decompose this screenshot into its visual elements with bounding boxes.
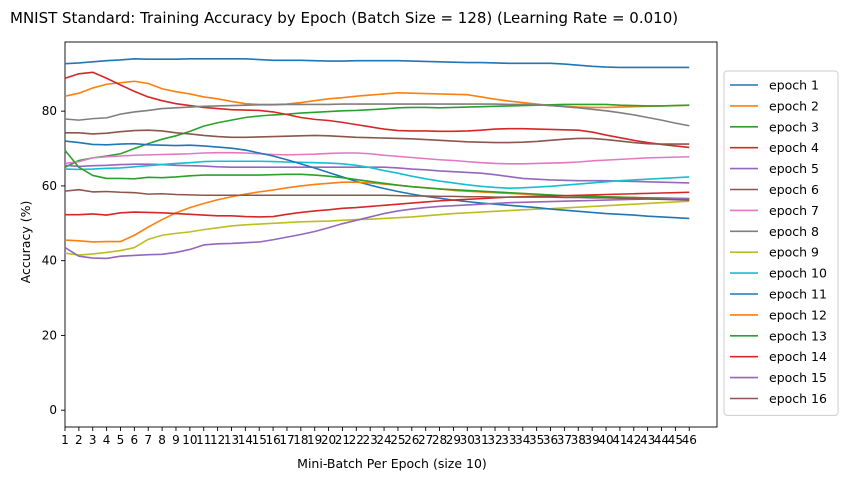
- x-tick-label: 25: [390, 433, 405, 447]
- x-tick-label: 7: [144, 433, 152, 447]
- x-tick-label: 24: [376, 433, 391, 447]
- y-tick-label: 0: [49, 403, 57, 417]
- x-tick-label: 37: [557, 433, 572, 447]
- series-line-epoch-6: [65, 129, 690, 145]
- x-tick-label: 33: [501, 433, 516, 447]
- x-tick-label: 1: [61, 433, 69, 447]
- x-tick-label: 12: [210, 433, 225, 447]
- x-tick-label: 17: [279, 433, 294, 447]
- series-line-epoch-7: [64, 151, 690, 165]
- series-line-epoch-5: [64, 163, 690, 184]
- x-tick-label: 11: [196, 433, 211, 447]
- series-line-epoch-16: [64, 188, 690, 201]
- x-tick-label: 29: [446, 433, 461, 447]
- x-tick-label: 27: [418, 433, 433, 447]
- x-tick-label: 10: [182, 433, 197, 447]
- x-tick-label: 13: [224, 433, 239, 447]
- legend-label: epoch 16: [769, 391, 827, 406]
- x-tick-label: 21: [335, 433, 350, 447]
- y-tick-label: 80: [42, 104, 57, 118]
- legend-label: epoch 15: [769, 370, 827, 385]
- series-line-epoch-1: [64, 58, 690, 69]
- x-tick-label: 35: [529, 433, 544, 447]
- x-tick-label: 32: [487, 433, 502, 447]
- x-tick-label: 16: [265, 433, 280, 447]
- series-lines: [64, 58, 690, 260]
- x-tick-label: 26: [404, 433, 419, 447]
- x-tick-label: 34: [515, 433, 530, 447]
- x-tick-label: 15: [252, 433, 267, 447]
- series-line-epoch-14: [65, 191, 690, 218]
- series-line-epoch-15: [64, 197, 690, 260]
- legend-label: epoch 12: [769, 307, 827, 322]
- legend: epoch 1 epoch 2 epoch 3 epoch 4 epoch 5 epoch…: [723, 70, 839, 416]
- series-line-epoch-11: [64, 140, 690, 220]
- x-tick-label: 45: [668, 433, 683, 447]
- series-line-epoch-2: [64, 80, 690, 109]
- x-tick-label: 18: [293, 433, 308, 447]
- x-tick-label: 14: [238, 433, 253, 447]
- legend-label: epoch 11: [769, 287, 827, 302]
- legend-label: epoch 8: [769, 224, 819, 239]
- legend-label: epoch 1: [769, 78, 819, 93]
- x-tick-label: 40: [598, 433, 613, 447]
- x-axis-label: Mini-Batch Per Epoch (size 10): [297, 456, 487, 471]
- chart-title: MNIST Standard: Training Accuracy by Epo…: [10, 9, 678, 27]
- y-axis-label: Accuracy (%): [18, 201, 33, 284]
- series-line-epoch-10: [64, 160, 690, 189]
- x-tick-label: 44: [654, 433, 669, 447]
- series-line-epoch-4: [64, 71, 690, 149]
- x-tick-label: 6: [131, 433, 139, 447]
- legend-label: epoch 4: [769, 140, 819, 155]
- x-tick-label: 3: [89, 433, 97, 447]
- x-tick-label: 38: [571, 433, 586, 447]
- legend-label: epoch 14: [769, 349, 827, 364]
- x-tick-label: 30: [460, 433, 475, 447]
- legend-box: [723, 70, 839, 416]
- legend-label: epoch 10: [769, 266, 827, 281]
- legend-label: epoch 7: [769, 203, 819, 218]
- legend-label: epoch 3: [769, 119, 819, 134]
- x-tick-label: 31: [474, 433, 489, 447]
- legend-label: epoch 6: [769, 182, 819, 197]
- x-tick-label: 23: [363, 433, 378, 447]
- legend-label: epoch 13: [769, 328, 827, 343]
- y-tick-label: 60: [42, 179, 57, 193]
- x-tick-label: 46: [682, 433, 697, 447]
- x-tick-label: 28: [432, 433, 447, 447]
- x-tick-label: 39: [585, 433, 600, 447]
- x-tick-label: 2: [75, 433, 83, 447]
- legend-label: epoch 5: [769, 161, 819, 176]
- x-tick-label: 4: [103, 433, 111, 447]
- x-tick-label: 19: [307, 433, 322, 447]
- legend-label: epoch 9: [769, 245, 819, 260]
- series-line-epoch-9: [64, 200, 690, 256]
- series-line-epoch-13: [64, 149, 690, 200]
- x-axis-ticks: 1 2 3 4 5 6 7 8 9 1011121314151617181920212223242…: [61, 427, 697, 447]
- plot-frame: [64, 41, 718, 428]
- x-tick-label: 43: [640, 433, 655, 447]
- series-line-epoch-3: [64, 103, 690, 168]
- series-line-epoch-8: [64, 103, 690, 127]
- x-tick-label: 20: [321, 433, 336, 447]
- legend-label: epoch 2: [769, 98, 819, 113]
- y-axis-ticks: 0 20 40 60 80: [42, 104, 65, 417]
- x-tick-label: 42: [626, 433, 641, 447]
- x-tick-label: 8: [158, 433, 166, 447]
- y-tick-label: 20: [42, 328, 57, 342]
- x-tick-label: 36: [543, 433, 558, 447]
- plot-area: [64, 41, 718, 428]
- y-tick-label: 40: [42, 254, 57, 268]
- x-tick-label: 22: [349, 433, 364, 447]
- x-tick-label: 9: [172, 433, 180, 447]
- x-tick-label: 5: [117, 433, 125, 447]
- x-tick-label: 41: [612, 433, 627, 447]
